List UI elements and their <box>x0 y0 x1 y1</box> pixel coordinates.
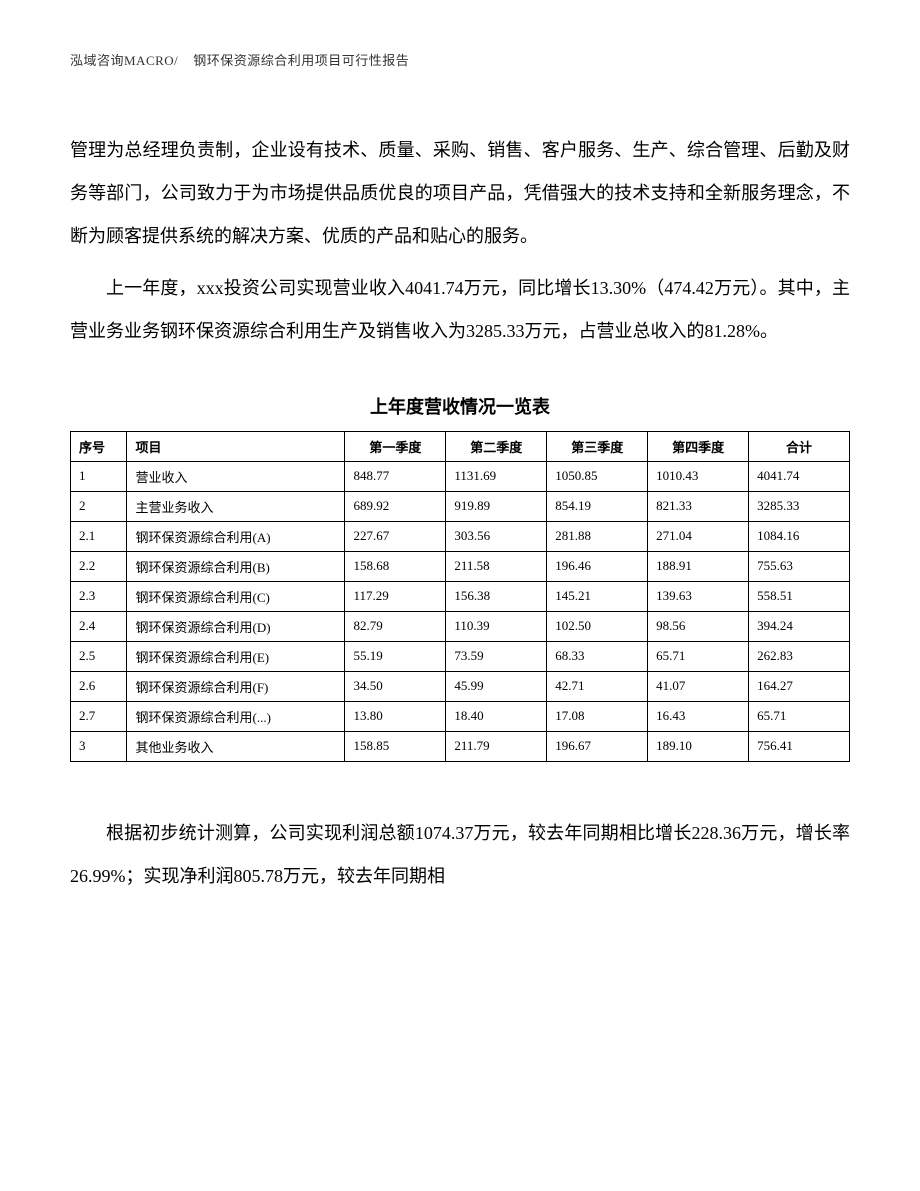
cell-seq: 2.5 <box>71 641 127 671</box>
header-left: 泓域咨询MACRO/ <box>70 53 178 68</box>
cell-q3: 854.19 <box>547 491 648 521</box>
cell-q4: 1010.43 <box>648 461 749 491</box>
cell-q2: 303.56 <box>446 521 547 551</box>
table-title: 上年度营收情况一览表 <box>70 393 850 419</box>
table-row: 2.6 钢环保资源综合利用(F) 34.50 45.99 42.71 41.07… <box>71 671 850 701</box>
page-header: 泓域咨询MACRO/ 钢环保资源综合利用项目可行性报告 <box>70 50 850 69</box>
cell-q2: 156.38 <box>446 581 547 611</box>
cell-q2: 110.39 <box>446 611 547 641</box>
cell-q2: 211.58 <box>446 551 547 581</box>
cell-q3: 196.67 <box>547 731 648 761</box>
cell-q4: 139.63 <box>648 581 749 611</box>
table-body: 1 营业收入 848.77 1131.69 1050.85 1010.43 40… <box>71 461 850 761</box>
cell-q4: 821.33 <box>648 491 749 521</box>
cell-q2: 1131.69 <box>446 461 547 491</box>
cell-total: 1084.16 <box>749 521 850 551</box>
cell-q2: 919.89 <box>446 491 547 521</box>
cell-item: 钢环保资源综合利用(A) <box>127 521 345 551</box>
cell-q2: 73.59 <box>446 641 547 671</box>
cell-item: 钢环保资源综合利用(E) <box>127 641 345 671</box>
cell-q3: 17.08 <box>547 701 648 731</box>
cell-seq: 1 <box>71 461 127 491</box>
cell-q3: 68.33 <box>547 641 648 671</box>
table-row: 1 营业收入 848.77 1131.69 1050.85 1010.43 40… <box>71 461 850 491</box>
col-header-q2: 第二季度 <box>446 431 547 461</box>
cell-total: 394.24 <box>749 611 850 641</box>
cell-total: 3285.33 <box>749 491 850 521</box>
cell-total: 262.83 <box>749 641 850 671</box>
cell-q4: 98.56 <box>648 611 749 641</box>
cell-seq: 2.6 <box>71 671 127 701</box>
cell-total: 755.63 <box>749 551 850 581</box>
cell-q2: 45.99 <box>446 671 547 701</box>
table-row: 2.1 钢环保资源综合利用(A) 227.67 303.56 281.88 27… <box>71 521 850 551</box>
table-header-row: 序号 项目 第一季度 第二季度 第三季度 第四季度 合计 <box>71 431 850 461</box>
cell-total: 756.41 <box>749 731 850 761</box>
cell-total: 65.71 <box>749 701 850 731</box>
cell-seq: 2.2 <box>71 551 127 581</box>
cell-q1: 55.19 <box>345 641 446 671</box>
cell-total: 4041.74 <box>749 461 850 491</box>
cell-q3: 42.71 <box>547 671 648 701</box>
col-header-total: 合计 <box>749 431 850 461</box>
col-header-seq: 序号 <box>71 431 127 461</box>
table-row: 2.2 钢环保资源综合利用(B) 158.68 211.58 196.46 18… <box>71 551 850 581</box>
paragraph-3: 根据初步统计测算，公司实现利润总额1074.37万元，较去年同期相比增长228.… <box>70 812 850 898</box>
cell-q4: 41.07 <box>648 671 749 701</box>
table-row: 2.3 钢环保资源综合利用(C) 117.29 156.38 145.21 13… <box>71 581 850 611</box>
cell-seq: 2.7 <box>71 701 127 731</box>
cell-q4: 65.71 <box>648 641 749 671</box>
cell-total: 164.27 <box>749 671 850 701</box>
table-row: 2.7 钢环保资源综合利用(...) 13.80 18.40 17.08 16.… <box>71 701 850 731</box>
col-header-item: 项目 <box>127 431 345 461</box>
cell-q2: 18.40 <box>446 701 547 731</box>
cell-item: 钢环保资源综合利用(B) <box>127 551 345 581</box>
paragraph-2: 上一年度，xxx投资公司实现营业收入4041.74万元，同比增长13.30%（4… <box>70 267 850 353</box>
paragraph-1: 管理为总经理负责制，企业设有技术、质量、采购、销售、客户服务、生产、综合管理、后… <box>70 129 850 259</box>
cell-q4: 271.04 <box>648 521 749 551</box>
cell-q4: 189.10 <box>648 731 749 761</box>
header-right: 钢环保资源综合利用项目可行性报告 <box>193 53 409 68</box>
cell-q3: 102.50 <box>547 611 648 641</box>
cell-seq: 2.4 <box>71 611 127 641</box>
revenue-table: 序号 项目 第一季度 第二季度 第三季度 第四季度 合计 1 营业收入 848.… <box>70 431 850 762</box>
cell-q1: 34.50 <box>345 671 446 701</box>
cell-seq: 3 <box>71 731 127 761</box>
cell-item: 钢环保资源综合利用(...) <box>127 701 345 731</box>
cell-seq: 2.3 <box>71 581 127 611</box>
cell-q1: 117.29 <box>345 581 446 611</box>
cell-total: 558.51 <box>749 581 850 611</box>
cell-q1: 158.85 <box>345 731 446 761</box>
cell-item: 钢环保资源综合利用(F) <box>127 671 345 701</box>
cell-q2: 211.79 <box>446 731 547 761</box>
cell-seq: 2.1 <box>71 521 127 551</box>
col-header-q3: 第三季度 <box>547 431 648 461</box>
cell-item: 营业收入 <box>127 461 345 491</box>
cell-seq: 2 <box>71 491 127 521</box>
col-header-q4: 第四季度 <box>648 431 749 461</box>
table-row: 2.5 钢环保资源综合利用(E) 55.19 73.59 68.33 65.71… <box>71 641 850 671</box>
cell-item: 其他业务收入 <box>127 731 345 761</box>
cell-q3: 196.46 <box>547 551 648 581</box>
cell-q3: 145.21 <box>547 581 648 611</box>
cell-q1: 227.67 <box>345 521 446 551</box>
cell-item: 钢环保资源综合利用(D) <box>127 611 345 641</box>
table-row: 3 其他业务收入 158.85 211.79 196.67 189.10 756… <box>71 731 850 761</box>
cell-q1: 82.79 <box>345 611 446 641</box>
cell-q1: 158.68 <box>345 551 446 581</box>
cell-item: 主营业务收入 <box>127 491 345 521</box>
body-text-block: 管理为总经理负责制，企业设有技术、质量、采购、销售、客户服务、生产、综合管理、后… <box>70 129 850 353</box>
cell-q3: 1050.85 <box>547 461 648 491</box>
table-row: 2.4 钢环保资源综合利用(D) 82.79 110.39 102.50 98.… <box>71 611 850 641</box>
cell-q1: 848.77 <box>345 461 446 491</box>
cell-q3: 281.88 <box>547 521 648 551</box>
cell-q4: 188.91 <box>648 551 749 581</box>
cell-item: 钢环保资源综合利用(C) <box>127 581 345 611</box>
cell-q4: 16.43 <box>648 701 749 731</box>
table-row: 2 主营业务收入 689.92 919.89 854.19 821.33 328… <box>71 491 850 521</box>
col-header-q1: 第一季度 <box>345 431 446 461</box>
cell-q1: 689.92 <box>345 491 446 521</box>
cell-q1: 13.80 <box>345 701 446 731</box>
